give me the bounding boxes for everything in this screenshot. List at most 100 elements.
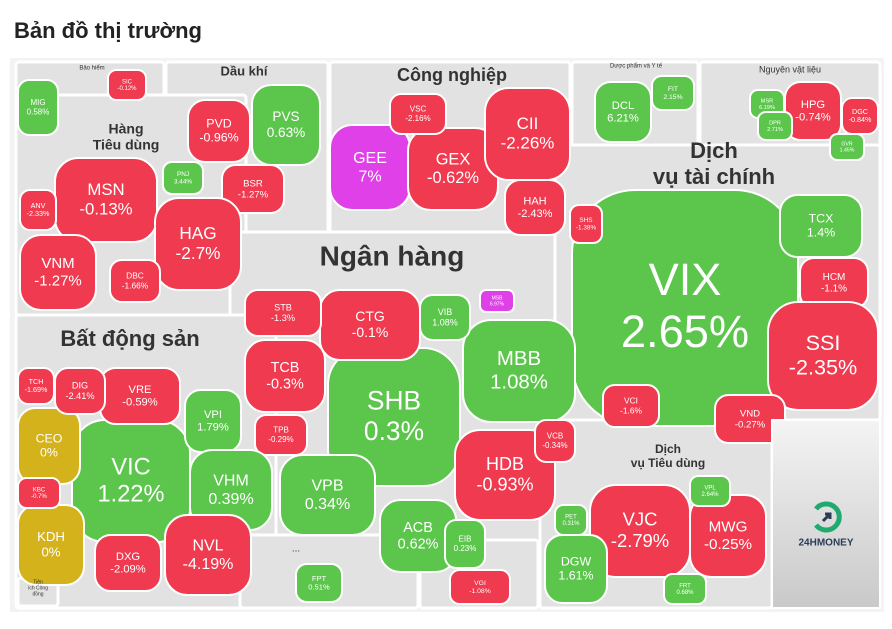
stock-ticker: VCI	[624, 396, 638, 406]
stock-change: -1.66%	[122, 280, 149, 290]
stock-ticker: MSB	[492, 296, 504, 302]
stock-cell	[164, 514, 252, 596]
stock-change: 2.71%	[767, 127, 783, 133]
stock-ticker: HCM	[823, 272, 846, 283]
page-title: Bản đồ thị trường	[14, 18, 202, 43]
sector-label: Hàng	[109, 121, 144, 137]
stock-ticker: DBC	[126, 271, 144, 281]
sector-label: Công nghiệp	[397, 65, 507, 85]
stock-change: -0.62%	[427, 169, 479, 187]
stock-change: -0.29%	[268, 435, 293, 444]
stock-ticker: VIB	[438, 307, 453, 317]
stock-change: -0.3%	[266, 376, 304, 392]
stock-change: -2.41%	[65, 391, 94, 401]
stock-ticker: HPG	[801, 99, 825, 111]
stock-change: -1.27%	[34, 272, 82, 289]
stock-cell	[279, 454, 376, 536]
stock-cell	[94, 534, 162, 592]
stock-change: 1.45%	[840, 147, 855, 153]
stock-change: 0%	[40, 446, 58, 460]
stock-change: 7%	[358, 168, 381, 185]
stock-cell	[17, 367, 55, 405]
stock-ticker: VIC	[111, 454, 150, 480]
stock-ticker: HAG	[179, 223, 216, 243]
stock-ticker: HDB	[486, 454, 524, 474]
sector-label: vụ tài chính	[653, 164, 775, 189]
stock-change: -0.84%	[849, 115, 872, 124]
stock-ticker: DPR	[769, 120, 781, 126]
stock-ticker: PET	[565, 514, 577, 520]
stock-change: -4.19%	[183, 556, 234, 573]
stock-change: -2.43%	[518, 208, 553, 220]
stock-ticker: VND	[740, 408, 760, 419]
stock-ticker: ANV	[31, 201, 46, 210]
sector-label: Dịch	[655, 442, 681, 456]
stock-ticker: CEO	[36, 431, 63, 445]
stock-ticker: VCB	[547, 432, 563, 441]
sector-label: ích Công	[28, 585, 48, 591]
stock-change: -0.7%	[31, 494, 47, 500]
stock-ticker: GVR	[841, 142, 852, 148]
stock-ticker: VPL	[704, 485, 716, 491]
stock-cell	[19, 189, 57, 231]
stock-ticker: DXG	[116, 551, 140, 563]
brand-name: 24HMONEY	[798, 538, 853, 549]
stock-cell	[19, 234, 97, 311]
sector-label: ...	[292, 544, 300, 555]
stock-change: -0.93%	[476, 475, 533, 495]
stock-ticker: VPB	[311, 477, 343, 494]
stock-change: 1.08%	[432, 317, 458, 327]
sector-label: Bất động sản	[60, 326, 199, 351]
stock-ticker: TPB	[273, 426, 289, 435]
stock-cell	[444, 519, 486, 569]
stock-cell	[419, 294, 471, 341]
stock-ticker: DIG	[72, 380, 88, 390]
stock-ticker: VSC	[410, 105, 427, 114]
stock-change: -2.09%	[110, 564, 145, 576]
stock-change: -2.7%	[176, 243, 221, 263]
stock-ticker: FRT	[679, 583, 691, 589]
stock-ticker: SHS	[579, 217, 592, 224]
stock-cell	[651, 75, 695, 111]
stock-ticker: SHB	[367, 385, 421, 415]
stock-ticker: PVD	[206, 116, 232, 130]
stock-ticker: VIX	[649, 254, 722, 305]
sector-label: vụ Tiêu dùng	[631, 456, 705, 470]
stock-ticker: MIG	[30, 98, 45, 107]
stock-cell	[187, 99, 251, 163]
sector-label: Dầu khí	[221, 63, 268, 78]
stock-change: 6.21%	[607, 113, 639, 125]
stock-ticker: DGW	[561, 554, 592, 568]
stock-change: -1.1%	[821, 284, 847, 295]
stock-change: 0.51%	[308, 583, 330, 592]
stock-ticker: NVL	[192, 537, 223, 554]
stock-cell	[244, 289, 322, 337]
sector-label: Tiện	[33, 579, 43, 585]
stock-ticker: VPI	[204, 409, 222, 421]
stock-change: 0.62%	[398, 536, 439, 552]
stock-change: -0.12%	[117, 86, 137, 92]
stock-change: 0.39%	[208, 491, 253, 508]
stock-cell	[462, 319, 576, 423]
stock-ticker: VGI	[474, 580, 486, 587]
stock-change: 0%	[41, 544, 60, 559]
stock-cell	[295, 563, 343, 603]
stock-change: 1.61%	[558, 569, 593, 583]
stock-cell	[254, 414, 308, 456]
stock-cell	[602, 384, 660, 428]
stock-cell	[449, 569, 511, 605]
stock-change: -1.69%	[25, 385, 48, 394]
sector-label: Nguyên vật liệu	[759, 64, 821, 74]
stock-ticker: FIT	[668, 86, 678, 93]
sector-label: Bảo hiểm	[79, 65, 104, 72]
stock-cell	[554, 504, 588, 536]
stock-ticker: KBC	[33, 487, 46, 493]
stock-change: -1.38%	[576, 225, 597, 232]
stock-cell	[389, 93, 447, 135]
stock-ticker: PNJ	[177, 171, 189, 178]
brand-logo	[814, 501, 842, 533]
stock-change: 1.79%	[197, 422, 229, 434]
stock-ticker: MSR	[761, 98, 773, 104]
stock-ticker: VRE	[128, 384, 151, 396]
stock-change: -0.59%	[122, 397, 157, 409]
